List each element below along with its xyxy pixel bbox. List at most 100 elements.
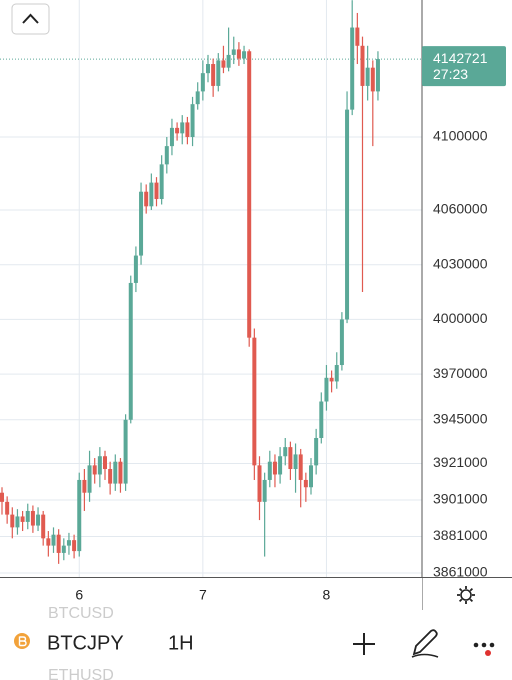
candle-body <box>334 365 339 382</box>
candle-body <box>97 456 102 475</box>
candle-body <box>175 127 180 134</box>
candle-body <box>41 514 46 539</box>
candle-body <box>288 447 293 470</box>
candle-body <box>51 534 56 546</box>
candle-body <box>319 401 324 438</box>
candle-body <box>329 377 334 382</box>
candle-body <box>61 545 66 553</box>
candle-body <box>123 419 128 484</box>
grid <box>0 0 422 577</box>
y-tick-label: 4100000 <box>433 128 488 144</box>
candle-body <box>20 516 25 522</box>
candle-body <box>216 60 221 86</box>
candle-body <box>25 510 30 522</box>
candle-body <box>66 540 71 546</box>
symbol-prev[interactable]: BTCUSD <box>48 605 114 622</box>
candle-body <box>118 461 123 484</box>
candle-body <box>252 337 257 466</box>
candle-body <box>236 49 241 59</box>
candle-body <box>108 469 113 484</box>
candle-body <box>113 461 118 484</box>
candle-body <box>211 64 216 86</box>
dot <box>481 642 487 648</box>
candle-body <box>30 510 35 526</box>
candle-body <box>355 27 360 46</box>
candle-body <box>72 540 77 552</box>
x-tick-label: 8 <box>323 587 331 603</box>
candle-body <box>0 492 4 502</box>
candle-body <box>77 479 82 552</box>
candle-body <box>350 27 355 110</box>
candle-body <box>144 191 149 207</box>
x-tick-label: 7 <box>199 587 207 603</box>
candle-body <box>345 109 350 320</box>
bitcoin-glyph <box>18 636 27 647</box>
y-tick-label: 3945000 <box>433 410 488 426</box>
y-tick-label: 3861000 <box>433 564 488 580</box>
pen-stroke <box>411 653 439 658</box>
candle-body <box>278 456 283 475</box>
candle-body <box>139 191 144 256</box>
candle-body <box>267 461 272 480</box>
symbol-next[interactable]: ETHUSD <box>48 667 114 680</box>
candle-body <box>56 534 61 553</box>
gear-teeth <box>457 586 475 604</box>
x-tick-label: 6 <box>75 587 83 603</box>
candle-body <box>190 104 195 137</box>
candle-body <box>370 67 375 92</box>
y-tick-label: 4030000 <box>433 255 488 271</box>
settings-button[interactable] <box>457 586 475 604</box>
candle-body <box>365 67 370 86</box>
more-button[interactable] <box>473 642 495 656</box>
candle-body <box>128 282 133 420</box>
pen-icon <box>412 629 438 656</box>
candle-body <box>82 479 87 493</box>
last-price-box <box>422 46 506 87</box>
y-tick-label: 3901000 <box>433 491 488 507</box>
candle-body <box>339 319 344 366</box>
candle-body <box>272 461 277 475</box>
candle-body <box>221 60 226 68</box>
y-tick-label: 3970000 <box>433 365 488 381</box>
candle-body <box>103 456 107 470</box>
candle-body <box>309 465 313 488</box>
countdown-label: 27:23 <box>433 66 468 82</box>
candle-body <box>247 51 252 338</box>
candle-body <box>314 437 319 466</box>
symbol-current[interactable]: BTCJPY <box>47 632 124 654</box>
add-icon[interactable] <box>353 633 375 655</box>
candle-body <box>5 501 10 515</box>
gear-icon <box>460 589 472 601</box>
collapse-button[interactable] <box>11 3 50 35</box>
candle-body <box>303 479 308 488</box>
candle-body <box>375 59 380 92</box>
candles <box>0 0 380 564</box>
interval[interactable]: 1H <box>168 632 194 654</box>
y-tick-label: 3881000 <box>433 527 488 543</box>
candle-body <box>154 182 159 200</box>
candle-body <box>231 49 236 55</box>
candle-body <box>180 122 185 134</box>
chevron-up-icon <box>22 13 39 24</box>
candle-body <box>226 54 231 68</box>
y-tick-label: 4000000 <box>433 310 488 326</box>
candle-body <box>200 73 205 92</box>
dot <box>473 642 479 648</box>
candle-body <box>360 45 365 86</box>
candle-body <box>169 127 174 147</box>
candle-body <box>15 516 20 528</box>
y-tick-label: 3921000 <box>433 454 488 470</box>
candle-body <box>324 377 329 402</box>
candle-body <box>87 465 92 493</box>
candle-body <box>164 146 169 165</box>
last-price-label: 4142721 <box>433 50 488 66</box>
candle-body <box>36 514 41 526</box>
draw-button[interactable] <box>411 629 439 658</box>
candle-body <box>262 479 267 502</box>
candle-body <box>10 514 15 528</box>
candle-body <box>195 91 200 105</box>
candle-body <box>298 454 303 480</box>
time-axis <box>0 578 422 610</box>
